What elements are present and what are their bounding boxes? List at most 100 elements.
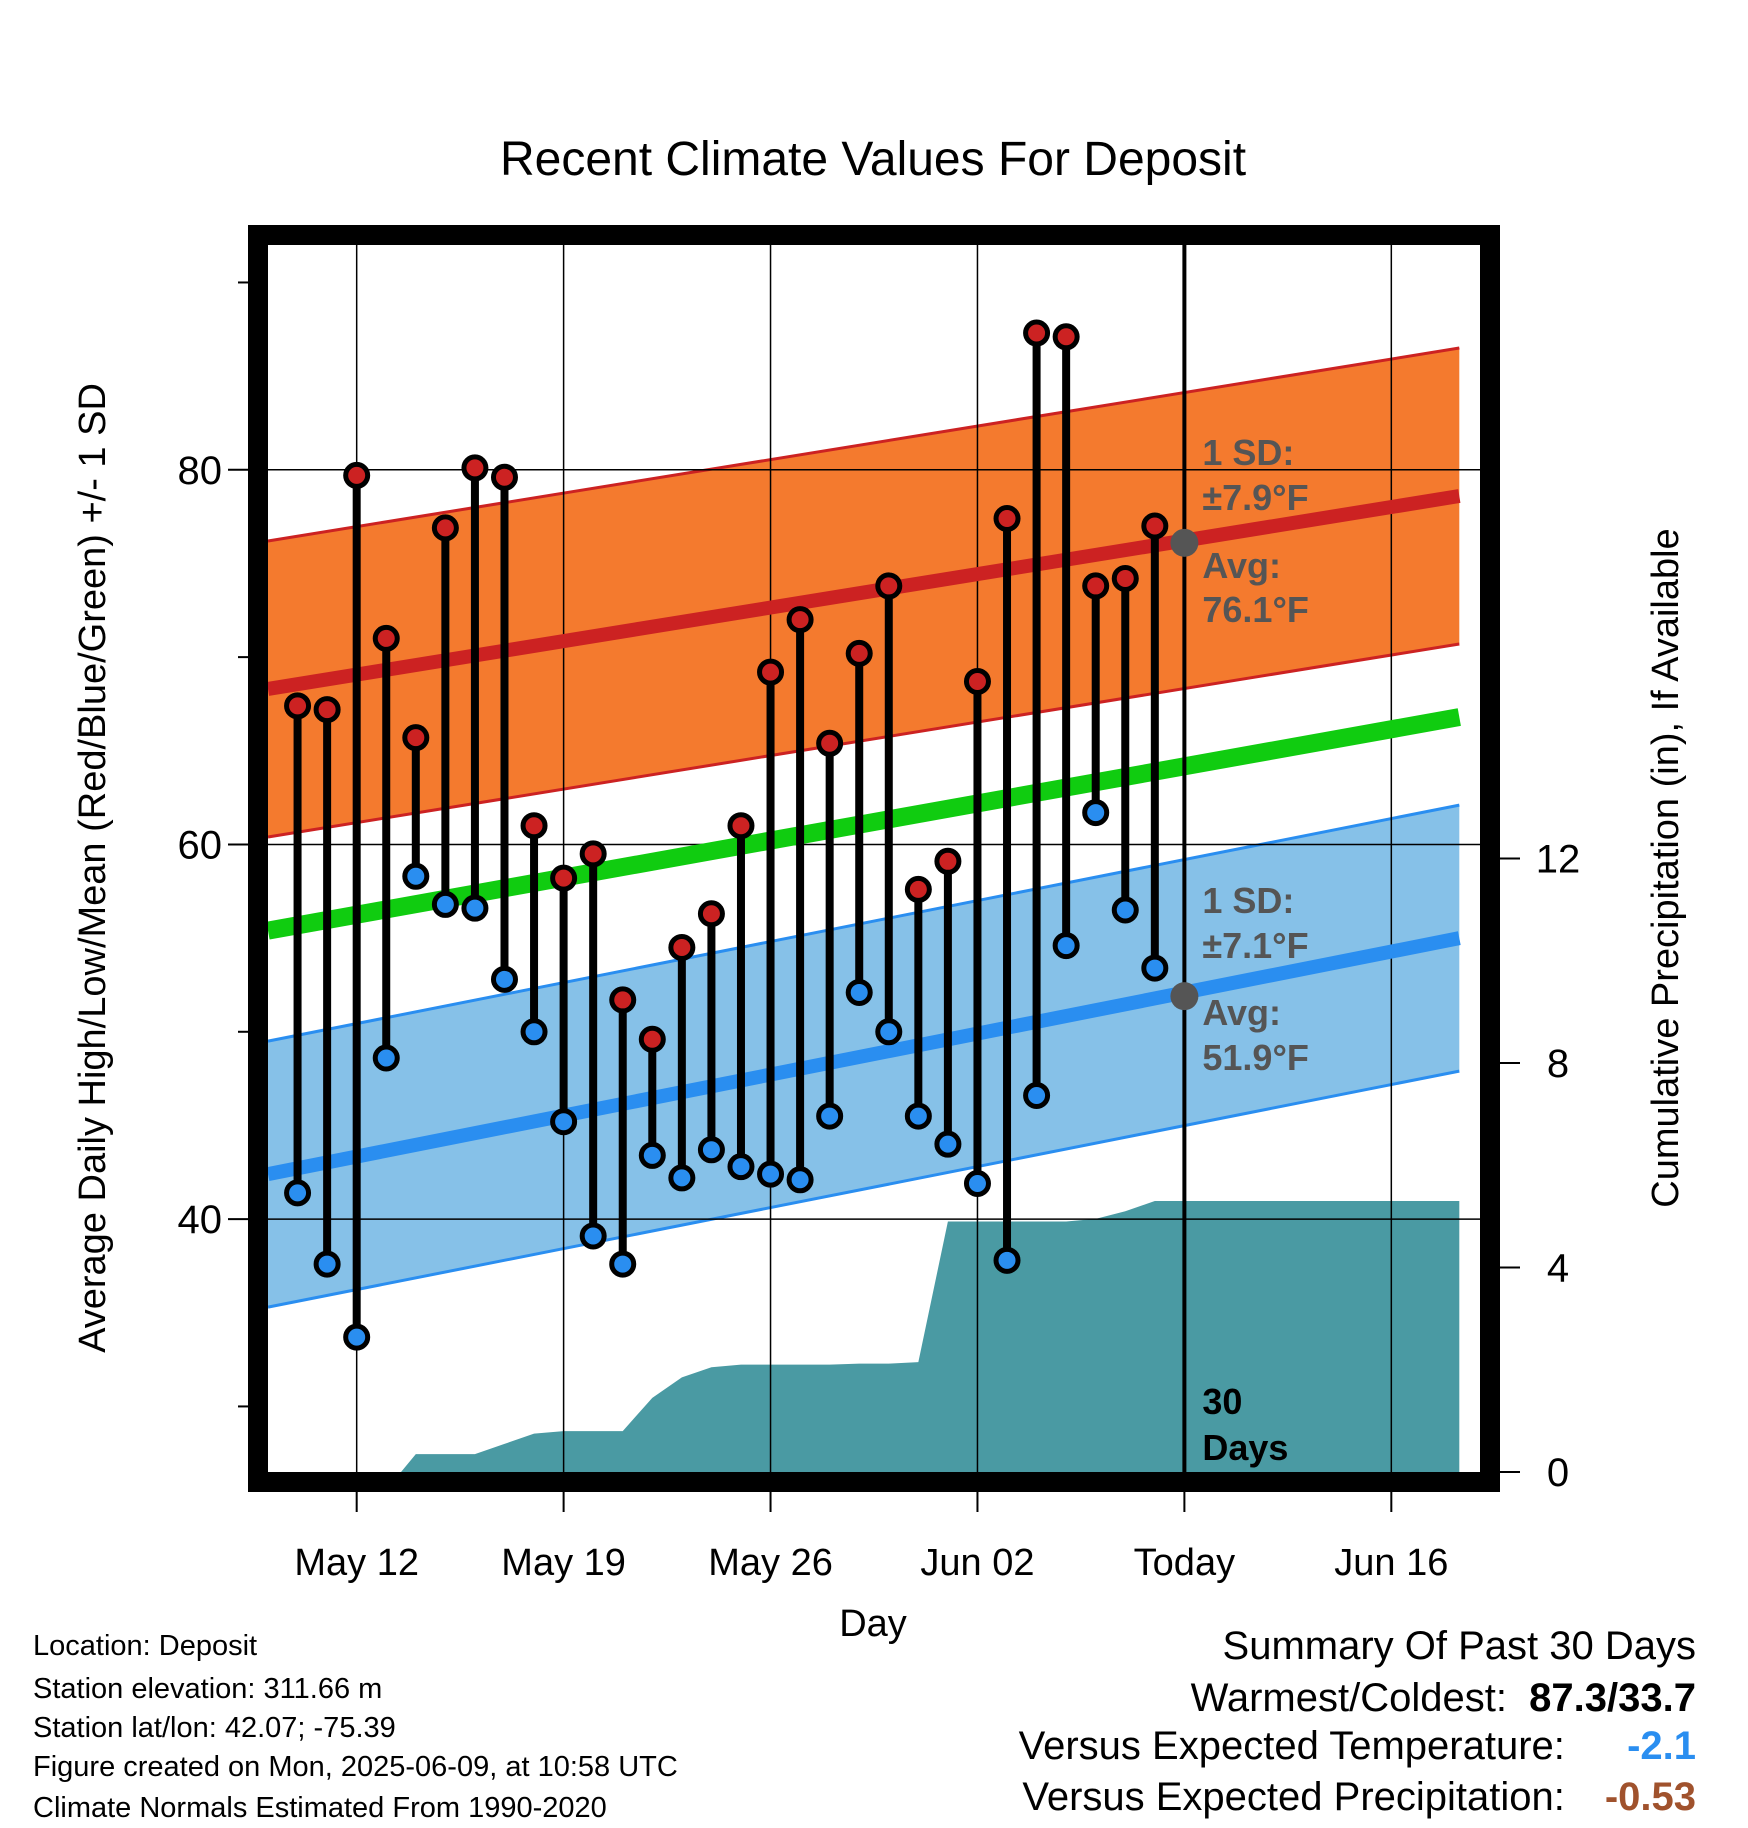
summary-precip: Versus Expected Precipitation: -0.53 bbox=[1022, 1777, 1696, 1817]
y2-tick-label: 0 bbox=[1547, 1451, 1569, 1495]
daily-high-point bbox=[313, 696, 341, 724]
daily-low-point bbox=[550, 1108, 578, 1136]
daily-low-point bbox=[343, 1323, 371, 1351]
daily-high-point bbox=[550, 864, 578, 892]
normals-text: Climate Normals Estimated From 1990-2020 bbox=[33, 1792, 607, 1824]
daily-low-point bbox=[1141, 954, 1169, 982]
daily-low-point bbox=[609, 1250, 637, 1278]
temp-label: Versus Expected Temperature: bbox=[1018, 1724, 1565, 1768]
daily-low-point bbox=[490, 965, 518, 993]
daily-low-point bbox=[1052, 932, 1080, 960]
daily-high-point bbox=[372, 624, 400, 652]
precip-label: Versus Expected Precipitation: bbox=[1022, 1775, 1565, 1819]
daily-high-point bbox=[668, 933, 696, 961]
daily-high-point bbox=[1023, 319, 1051, 347]
low-sd-label: 1 SD: bbox=[1202, 880, 1294, 921]
x-axis-label: Day bbox=[839, 1603, 907, 1645]
warm-cold-label: Warmest/Coldest: bbox=[1190, 1676, 1507, 1720]
low-avg-value: 51.9°F bbox=[1202, 1037, 1308, 1078]
daily-high-point bbox=[520, 812, 548, 840]
normal-low-band-lower-edge bbox=[267, 1069, 1460, 1309]
daily-high-point bbox=[786, 606, 814, 634]
daily-high-point bbox=[757, 658, 785, 686]
daily-low-point bbox=[402, 862, 430, 890]
daily-low-point bbox=[727, 1153, 755, 1181]
daily-low-point bbox=[697, 1136, 725, 1164]
low-sd-value: ±7.1°F bbox=[1202, 925, 1308, 966]
daily-low-point bbox=[1023, 1081, 1051, 1109]
daily-low-point bbox=[1082, 799, 1110, 827]
daily-high-point bbox=[1111, 564, 1139, 592]
daily-low-point bbox=[284, 1179, 312, 1207]
y-tick-label: 80 bbox=[178, 449, 223, 493]
y2-tick-label: 12 bbox=[1536, 838, 1581, 882]
chart-title: Recent Climate Values For Deposit bbox=[500, 133, 1246, 186]
latlon-text: Station lat/lon: 42.07; -75.39 bbox=[33, 1712, 396, 1744]
daily-high-point bbox=[934, 847, 962, 875]
daily-low-point bbox=[579, 1222, 607, 1250]
plot-frame-layer bbox=[248, 225, 1500, 1492]
daily-high-point bbox=[1141, 512, 1169, 540]
daily-low-point bbox=[313, 1250, 341, 1278]
x-tick-label: May 26 bbox=[708, 1542, 833, 1584]
y2-tick-label: 8 bbox=[1547, 1042, 1569, 1086]
daily-high-point bbox=[638, 1025, 666, 1053]
daily-low-point bbox=[786, 1166, 814, 1194]
daily-low-point bbox=[963, 1170, 991, 1198]
daily-low-point bbox=[875, 1018, 903, 1046]
normal-high-line bbox=[266, 489, 1461, 696]
daily-high-point bbox=[609, 986, 637, 1014]
daily-low-point bbox=[372, 1044, 400, 1072]
summary-temp: Versus Expected Temperature: -2.1 bbox=[1019, 1726, 1696, 1766]
daily-high-point bbox=[579, 840, 607, 868]
precip-value: -0.53 bbox=[1604, 1775, 1696, 1819]
daily-low-point bbox=[461, 894, 489, 922]
daily-high-point bbox=[993, 504, 1021, 532]
daily-low-point bbox=[520, 1018, 548, 1046]
daily-high-point bbox=[402, 724, 430, 752]
x-tick-label: Jun 02 bbox=[920, 1542, 1034, 1584]
daily-high-point bbox=[697, 900, 725, 928]
summary-title: Summary Of Past 30 Days bbox=[1222, 1624, 1696, 1668]
normal-high-band-lower-edge bbox=[267, 642, 1460, 839]
window-count: 30 bbox=[1202, 1381, 1242, 1422]
x-tick-label: May 19 bbox=[501, 1542, 626, 1584]
daily-low-point bbox=[816, 1102, 844, 1130]
created-text: Figure created on Mon, 2025-06-09, at 10… bbox=[33, 1751, 678, 1783]
daily-stems-layer bbox=[284, 319, 1169, 1351]
daily-high-point bbox=[727, 812, 755, 840]
daily-high-point bbox=[1052, 323, 1080, 351]
y2-axis-label: Cumulative Precipitation (in), If Availa… bbox=[1645, 528, 1687, 1207]
daily-high-point bbox=[1082, 572, 1110, 600]
daily-low-point bbox=[845, 978, 873, 1006]
daily-high-point bbox=[284, 692, 312, 720]
x-tick-label: Jun 16 bbox=[1334, 1542, 1448, 1584]
summary-warm-cold: Warmest/Coldest: 87.3/33.7 bbox=[1191, 1678, 1696, 1718]
today-avg-high-marker bbox=[1170, 528, 1199, 557]
normal-high-band-upper-edge bbox=[267, 346, 1460, 543]
daily-high-point bbox=[431, 514, 459, 542]
high-avg-label: Avg: bbox=[1202, 545, 1281, 586]
normal-low-line bbox=[266, 931, 1461, 1182]
y-axis-label: Average Daily High/Low/Mean (Red/Blue/Gr… bbox=[72, 383, 114, 1353]
daily-low-point bbox=[1111, 896, 1139, 924]
precipitation-layer bbox=[268, 1201, 1460, 1472]
low-avg-label: Avg: bbox=[1202, 992, 1281, 1033]
high-avg-value: 76.1°F bbox=[1202, 589, 1308, 630]
x-tick-label: May 12 bbox=[294, 1542, 419, 1584]
location-text: Location: Deposit bbox=[33, 1630, 258, 1662]
normal-mean-line bbox=[266, 708, 1461, 940]
y2-tick-label: 4 bbox=[1547, 1247, 1569, 1291]
daily-high-point bbox=[461, 454, 489, 482]
daily-low-point bbox=[757, 1160, 785, 1188]
daily-low-point bbox=[993, 1246, 1021, 1274]
normal-lines-layer bbox=[266, 489, 1461, 1182]
daily-low-point bbox=[431, 890, 459, 918]
axes-layer: 40 60 80 0 4 8 12 May 12 May 19 May 26 Jun 02 Today… bbox=[178, 281, 1581, 1584]
daily-high-point bbox=[963, 667, 991, 695]
daily-low-point bbox=[904, 1102, 932, 1130]
plot-frame bbox=[248, 225, 1500, 1492]
daily-high-point bbox=[904, 875, 932, 903]
